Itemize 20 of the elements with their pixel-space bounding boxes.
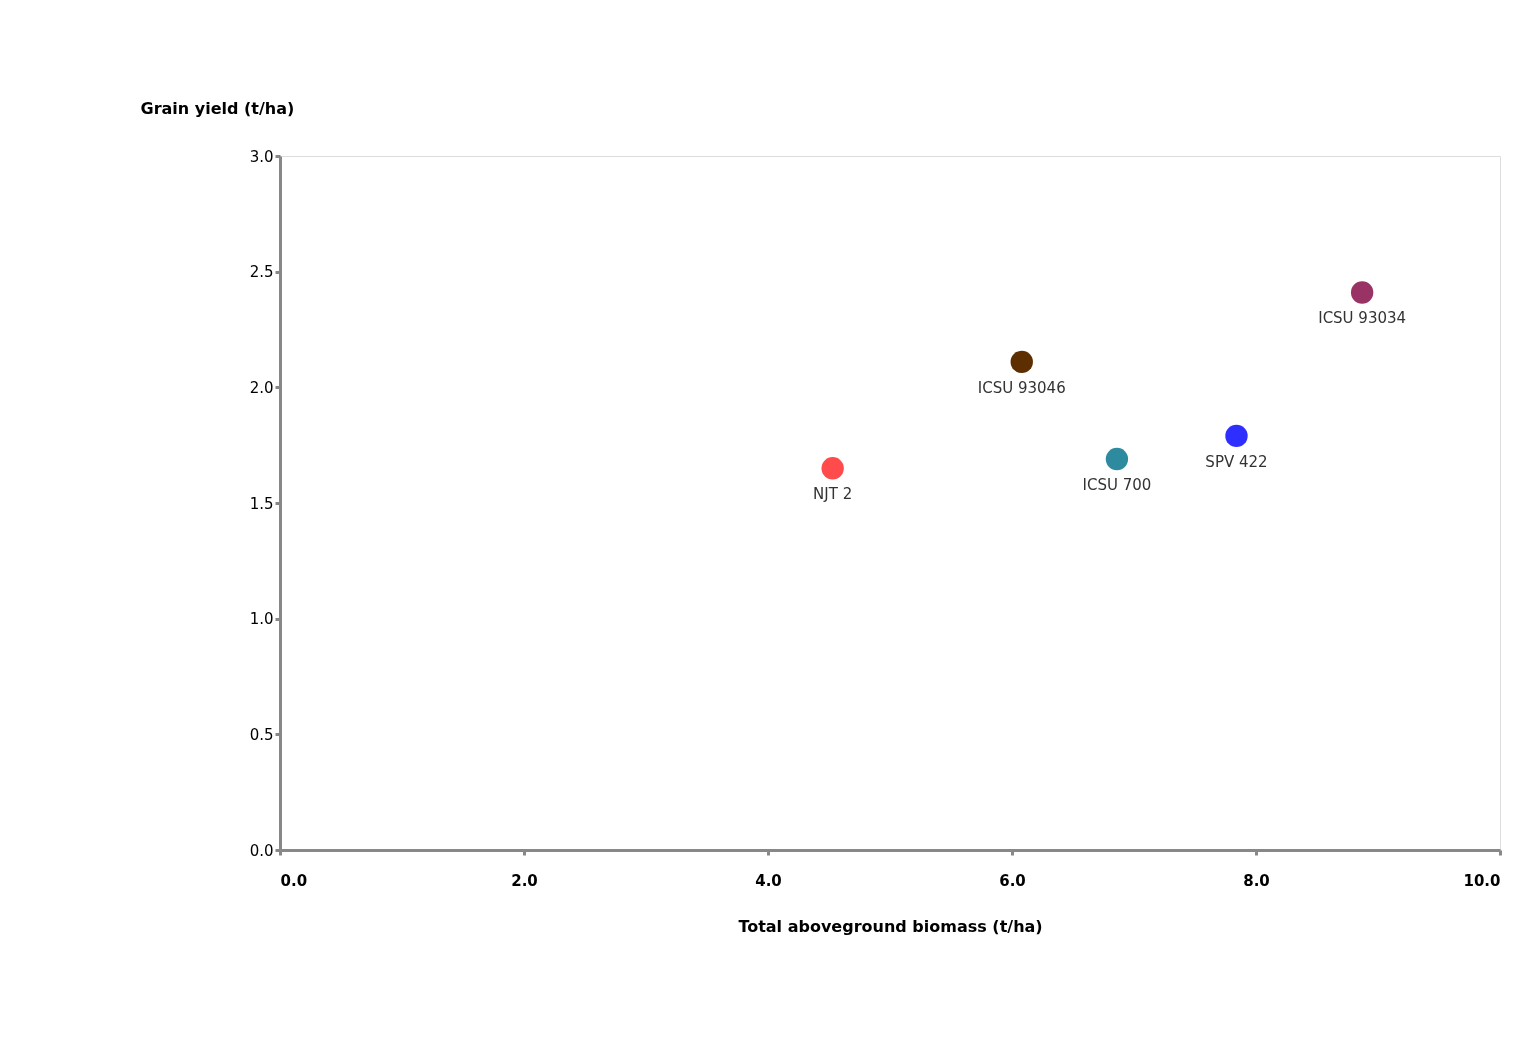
y-tick-label: 2.0: [249, 378, 274, 397]
y-tick-label: 0.5: [249, 725, 274, 744]
y-axis-title: Grain yield (t/ha): [140, 98, 295, 118]
y-tick-label: 3.0: [249, 147, 274, 166]
x-tick-label: 0.0: [280, 871, 308, 890]
x-tick-label: 4.0: [755, 871, 782, 890]
series-label: SPV 422: [1205, 452, 1268, 471]
y-tick-label: 1.5: [249, 494, 274, 513]
x-tick-label: 2.0: [511, 871, 538, 890]
y-tick-label: 1.0: [249, 610, 274, 629]
x-axis-title: Total aboveground biomass (t/ha): [738, 916, 1043, 936]
x-tick-label: 8.0: [1243, 871, 1270, 890]
series-label: ICSU 93046: [977, 378, 1066, 397]
x-tick-label: 10.0: [1463, 871, 1501, 890]
x-tick-label: 6.0: [999, 871, 1026, 890]
y-tick-label: 2.5: [249, 263, 274, 282]
y-tick-label: 0.0: [249, 841, 274, 860]
series-label: NJT 2: [813, 485, 853, 504]
series-label: ICSU 93034: [1318, 309, 1407, 328]
series-label: ICSU 700: [1082, 476, 1152, 495]
